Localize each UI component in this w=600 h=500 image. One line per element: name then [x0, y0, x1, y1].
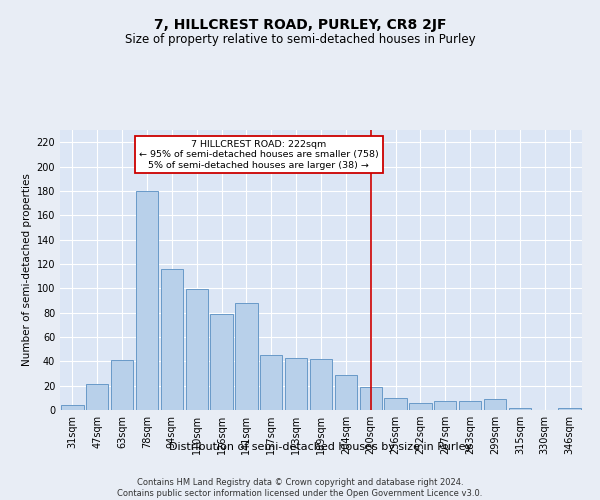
Bar — [559, 408, 581, 410]
Bar — [185, 290, 208, 410]
Bar — [359, 387, 382, 410]
Bar — [310, 359, 332, 410]
Bar — [61, 405, 83, 410]
Text: Size of property relative to semi-detached houses in Purley: Size of property relative to semi-detach… — [125, 32, 475, 46]
Bar — [385, 398, 407, 410]
Bar — [211, 314, 233, 410]
Bar — [409, 402, 431, 410]
Bar — [111, 360, 133, 410]
Bar — [459, 402, 481, 410]
Text: 7 HILLCREST ROAD: 222sqm
← 95% of semi-detached houses are smaller (758)
5% of s: 7 HILLCREST ROAD: 222sqm ← 95% of semi-d… — [139, 140, 379, 170]
Bar — [86, 384, 109, 410]
Bar — [509, 408, 531, 410]
Bar — [161, 269, 183, 410]
Bar — [484, 399, 506, 410]
Text: Contains HM Land Registry data © Crown copyright and database right 2024.
Contai: Contains HM Land Registry data © Crown c… — [118, 478, 482, 498]
Bar — [260, 355, 283, 410]
Bar — [136, 191, 158, 410]
Text: Distribution of semi-detached houses by size in Purley: Distribution of semi-detached houses by … — [169, 442, 473, 452]
Y-axis label: Number of semi-detached properties: Number of semi-detached properties — [22, 174, 32, 366]
Bar — [285, 358, 307, 410]
Bar — [335, 374, 357, 410]
Bar — [235, 303, 257, 410]
Bar — [434, 402, 457, 410]
Text: 7, HILLCREST ROAD, PURLEY, CR8 2JF: 7, HILLCREST ROAD, PURLEY, CR8 2JF — [154, 18, 446, 32]
